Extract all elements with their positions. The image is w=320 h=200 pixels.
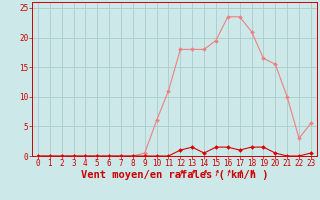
X-axis label: Vent moyen/en rafales ( km/h ): Vent moyen/en rafales ( km/h )	[81, 170, 268, 180]
